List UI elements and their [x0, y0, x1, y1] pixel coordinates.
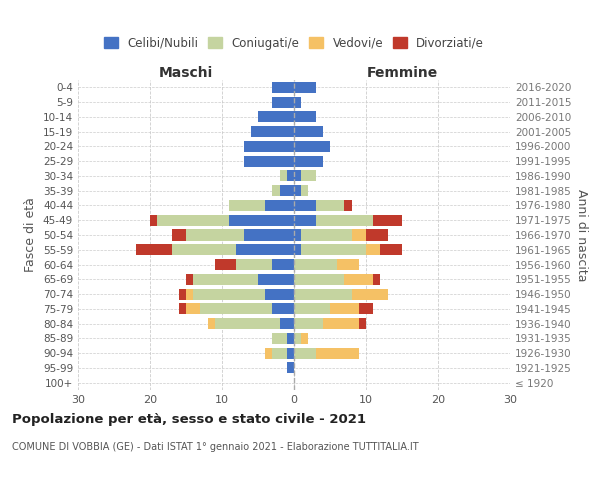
Bar	[352, 288, 388, 300]
Bar	[294, 141, 330, 152]
Bar	[330, 304, 359, 314]
Bar	[294, 333, 301, 344]
Bar	[316, 200, 344, 211]
Bar	[229, 200, 265, 211]
Bar	[265, 288, 294, 300]
Bar	[287, 348, 294, 358]
Bar	[294, 304, 330, 314]
Bar	[366, 230, 388, 240]
Bar	[208, 318, 215, 329]
Bar	[193, 274, 258, 285]
Bar	[337, 259, 359, 270]
Bar	[359, 318, 366, 329]
Bar	[244, 141, 294, 152]
Bar	[172, 244, 236, 256]
Bar	[316, 348, 359, 358]
Bar	[215, 318, 280, 329]
Bar	[301, 230, 352, 240]
Bar	[265, 200, 294, 211]
Bar	[294, 288, 352, 300]
Bar	[294, 200, 316, 211]
Bar	[258, 274, 294, 285]
Text: COMUNE DI VOBBIA (GE) - Dati ISTAT 1° gennaio 2021 - Elaborazione TUTTITALIA.IT: COMUNE DI VOBBIA (GE) - Dati ISTAT 1° ge…	[12, 442, 419, 452]
Bar	[294, 185, 301, 196]
Legend: Celibi/Nubili, Coniugati/e, Vedovi/e, Divorziati/e: Celibi/Nubili, Coniugati/e, Vedovi/e, Di…	[100, 33, 488, 54]
Bar	[136, 244, 172, 256]
Bar	[272, 185, 280, 196]
Bar	[272, 96, 294, 108]
Bar	[352, 230, 366, 240]
Text: Popolazione per età, sesso e stato civile - 2021: Popolazione per età, sesso e stato civil…	[12, 412, 366, 426]
Bar	[301, 333, 308, 344]
Bar	[272, 82, 294, 93]
Bar	[294, 348, 316, 358]
Bar	[186, 304, 200, 314]
Bar	[200, 304, 272, 314]
Bar	[344, 200, 352, 211]
Bar	[172, 230, 186, 240]
Bar	[294, 230, 301, 240]
Bar	[294, 112, 316, 122]
Bar	[294, 214, 316, 226]
Bar	[301, 185, 308, 196]
Bar	[323, 318, 359, 329]
Bar	[287, 333, 294, 344]
Bar	[294, 318, 323, 329]
Bar	[272, 304, 294, 314]
Bar	[301, 244, 366, 256]
Bar	[272, 348, 287, 358]
Text: Maschi: Maschi	[159, 66, 213, 80]
Y-axis label: Anni di nascita: Anni di nascita	[575, 188, 588, 281]
Bar	[294, 244, 301, 256]
Bar	[236, 259, 272, 270]
Bar	[294, 259, 337, 270]
Bar	[236, 244, 294, 256]
Bar	[179, 304, 186, 314]
Bar	[150, 214, 157, 226]
Bar	[294, 96, 301, 108]
Bar	[344, 274, 373, 285]
Bar	[179, 288, 186, 300]
Text: Femmine: Femmine	[367, 66, 437, 80]
Bar	[316, 214, 373, 226]
Bar	[186, 274, 193, 285]
Bar	[359, 304, 373, 314]
Bar	[244, 230, 294, 240]
Bar	[272, 259, 294, 270]
Bar	[272, 333, 287, 344]
Y-axis label: Fasce di età: Fasce di età	[25, 198, 37, 272]
Bar	[265, 348, 272, 358]
Bar	[287, 362, 294, 374]
Bar	[294, 156, 323, 166]
Bar	[301, 170, 316, 181]
Bar	[280, 185, 294, 196]
Bar	[294, 170, 301, 181]
Bar	[251, 126, 294, 137]
Bar	[186, 288, 193, 300]
Bar	[294, 274, 344, 285]
Bar	[258, 112, 294, 122]
Bar	[373, 214, 402, 226]
Bar	[294, 126, 323, 137]
Bar	[244, 156, 294, 166]
Bar	[157, 214, 229, 226]
Bar	[193, 288, 265, 300]
Bar	[294, 82, 316, 93]
Bar	[373, 274, 380, 285]
Bar	[186, 230, 244, 240]
Bar	[280, 318, 294, 329]
Bar	[280, 170, 287, 181]
Bar	[366, 244, 380, 256]
Bar	[229, 214, 294, 226]
Bar	[287, 170, 294, 181]
Bar	[215, 259, 236, 270]
Bar	[380, 244, 402, 256]
